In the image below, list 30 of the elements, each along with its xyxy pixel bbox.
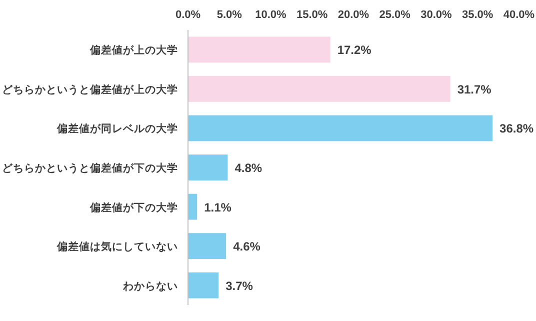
bar — [188, 76, 450, 102]
x-tick-label: 40.0% — [503, 9, 535, 21]
bar — [188, 272, 219, 298]
x-tick-label: 35.0% — [462, 9, 494, 21]
bar — [188, 115, 493, 142]
x-tick-label: 20.0% — [338, 9, 370, 21]
data-label: 31.7% — [457, 82, 492, 96]
data-label: 17.2% — [337, 43, 372, 58]
data-label: 1.1% — [204, 200, 232, 214]
x-tick-label: 25.0% — [379, 9, 411, 21]
bar — [188, 233, 226, 260]
data-label: 4.6% — [233, 240, 261, 254]
y-tick-label: わからない — [122, 280, 178, 292]
y-tick-label: どちらかというと偏差値が下の大学 — [2, 162, 178, 174]
data-label: 36.8% — [500, 122, 534, 136]
x-tick-label: 15.0% — [296, 9, 328, 21]
y-tick-label: 偏差値が下の大学 — [89, 200, 178, 214]
bar — [188, 194, 198, 220]
data-label: 3.7% — [226, 278, 254, 293]
y-tick-label: 偏差値は気にしていない — [56, 240, 178, 254]
bar — [188, 36, 330, 63]
x-tick-label: 30.0% — [420, 9, 452, 21]
x-tick-label: 10.0% — [255, 9, 287, 21]
y-tick-label: 偏差値が同レベルの大学 — [56, 122, 178, 136]
y-tick-label: どちらかというと偏差値が上の大学 — [2, 82, 178, 96]
x-tick-label: 5.0% — [216, 9, 242, 21]
bar — [188, 154, 228, 180]
y-tick-label: 偏差値が上の大学 — [89, 44, 178, 57]
data-label: 4.8% — [234, 161, 262, 175]
x-tick-label: 0.0% — [175, 9, 201, 21]
